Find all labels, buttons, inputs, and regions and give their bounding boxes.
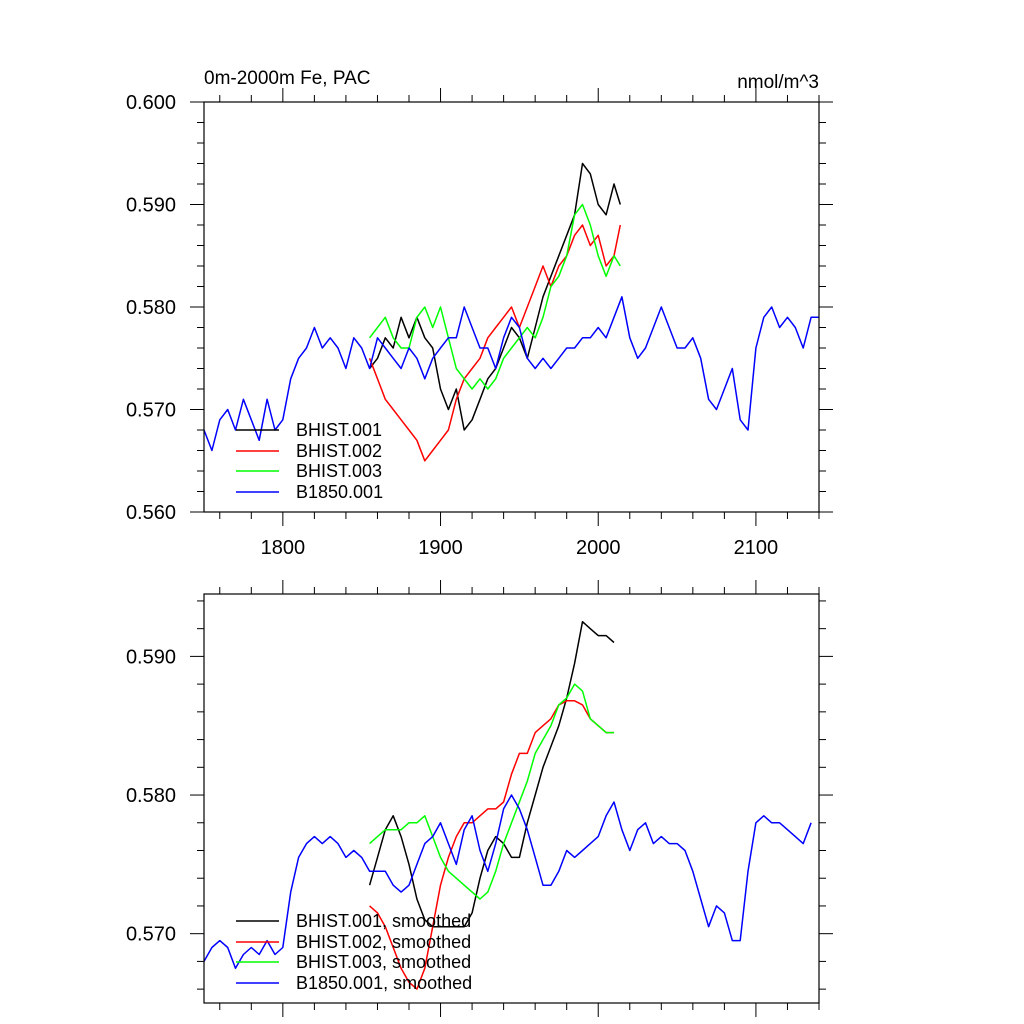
top-series-line-0 [369,162,622,431]
top-legend-label-3: B1850.001 [296,482,383,502]
y-tick-label: 0.560 [126,502,176,524]
bottom-plot-frame [203,593,820,1004]
bottom-legend-label-2: BHIST.003, smoothed [296,952,471,972]
top-legend: BHIST.001 BHIST.002 BHIST.003 B1850.001 [236,420,383,502]
y-tick-label: 0.590 [126,195,176,217]
bottom-series-line-3 [203,794,812,970]
top-plot-frame [203,101,820,513]
y-tick-label: 0.580 [126,297,176,319]
y-tick-label: 0.570 [126,400,176,422]
x-tick-label: 1900 [418,537,463,559]
x-tick-label: 2000 [576,537,621,559]
top-series-line-2 [369,203,621,390]
top-ticks: 1800 1900 2000 2100 0.560 0.570 0.580 0.590 0.60… [126,88,833,559]
top-legend-label-1: BHIST.002 [296,441,382,461]
top-legend-label-0: BHIST.001 [296,420,382,440]
y-tick-label: 0.600 [126,92,176,114]
top-series-line-1 [368,224,622,462]
top-series-line-3 [203,296,819,452]
y-tick-label: 0.590 [126,646,176,668]
bottom-ticks: 0.570 0.580 0.590 [126,580,833,1017]
top-panel: 0m-2000m Fe, PAC nmol/m^3 1800 1900 2000 21… [126,68,833,559]
top-chart-units: nmol/m^3 [737,72,819,93]
bottom-series-line-1 [369,700,614,990]
bottom-series-line-2 [369,683,614,900]
bottom-legend-label-1: BHIST.002, smoothed [296,932,471,952]
bottom-series-line-0 [368,620,615,928]
top-legend-label-2: BHIST.003 [296,461,382,481]
x-tick-label: 1800 [261,537,306,559]
bottom-panel: 0.570 0.580 0.590 BHIST.001, smoothed BHIS… [126,580,833,1017]
x-tick-label: 2100 [734,537,779,559]
bottom-legend: BHIST.001, smoothed BHIST.002, smoothed … [236,911,472,993]
y-tick-label: 0.580 [126,785,176,807]
bottom-series [203,620,812,990]
top-series [203,162,819,462]
top-chart-title: 0m-2000m Fe, PAC [204,68,370,89]
bottom-legend-label-0: BHIST.001, smoothed [296,911,471,931]
bottom-legend-label-3: B1850.001, smoothed [296,973,472,993]
y-tick-label: 0.570 [126,924,176,946]
